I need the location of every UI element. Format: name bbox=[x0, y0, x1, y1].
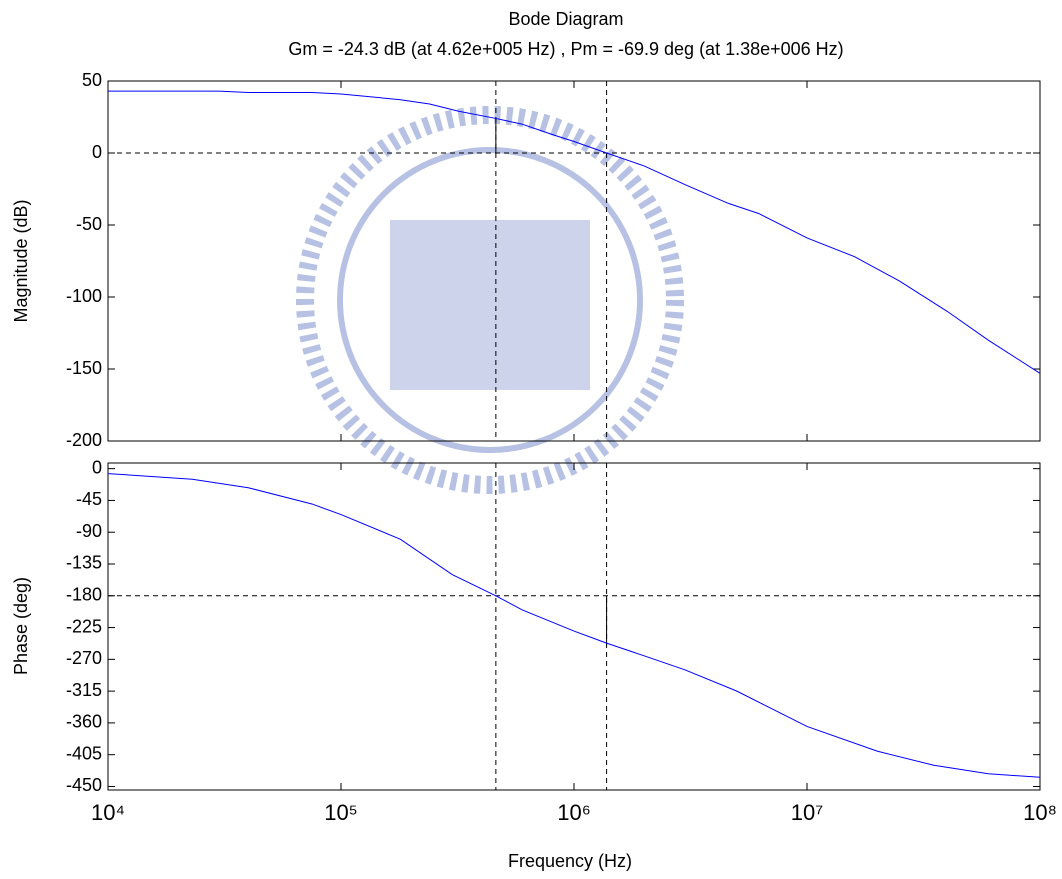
y-tick-label: 50 bbox=[82, 70, 102, 90]
data-line bbox=[108, 474, 1040, 778]
y-tick-label: -135 bbox=[66, 553, 102, 573]
y-tick-label: -405 bbox=[66, 743, 102, 763]
chart-subtitle: Gm = -24.3 dB (at 4.62e+005 Hz) , Pm = -… bbox=[288, 39, 843, 59]
y-tick-label: -150 bbox=[66, 358, 102, 378]
y-tick-label: -315 bbox=[66, 680, 102, 700]
y-tick-label: -225 bbox=[66, 616, 102, 636]
y-tick-label: -200 bbox=[66, 430, 102, 450]
chart-title: Bode Diagram bbox=[508, 9, 623, 29]
y-tick-label: -180 bbox=[66, 585, 102, 605]
x-tick-label: 10⁷ bbox=[791, 800, 823, 825]
x-axis-label: Frequency (Hz) bbox=[508, 851, 632, 871]
y-axis-label: Magnitude (dB) bbox=[11, 199, 31, 322]
plot-frame bbox=[108, 463, 1040, 790]
x-tick-label: 10⁶ bbox=[557, 800, 591, 825]
x-tick-label: 10⁵ bbox=[324, 800, 358, 825]
y-tick-label: -50 bbox=[76, 214, 102, 234]
y-tick-label: -450 bbox=[66, 775, 102, 795]
y-tick-label: -360 bbox=[66, 712, 102, 732]
y-tick-label: -100 bbox=[66, 286, 102, 306]
x-tick-label: 10⁴ bbox=[91, 800, 125, 825]
y-tick-label: -270 bbox=[66, 648, 102, 668]
y-axis-label: Phase (deg) bbox=[11, 577, 31, 675]
y-tick-label: -90 bbox=[76, 521, 102, 541]
y-tick-label: 0 bbox=[92, 142, 102, 162]
watermark bbox=[305, 115, 675, 485]
x-tick-label: 10⁸ bbox=[1023, 800, 1057, 825]
y-tick-label: -45 bbox=[76, 489, 102, 509]
y-tick-label: 0 bbox=[92, 457, 102, 477]
bode-chart: Bode Diagram Gm = -24.3 dB (at 4.62e+005… bbox=[0, 0, 1062, 879]
